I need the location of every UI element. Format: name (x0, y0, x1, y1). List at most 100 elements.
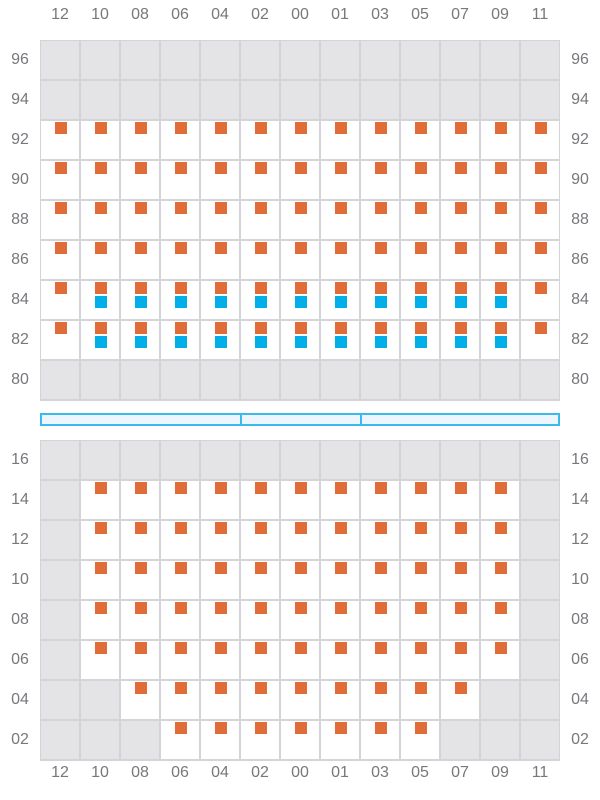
container-marker[interactable] (135, 162, 147, 174)
container-marker[interactable] (135, 602, 147, 614)
slot[interactable] (201, 161, 239, 199)
slot[interactable] (241, 721, 279, 759)
slot[interactable] (361, 481, 399, 519)
container-marker[interactable] (175, 522, 187, 534)
slot[interactable] (481, 601, 519, 639)
container-marker[interactable] (295, 162, 307, 174)
slot[interactable] (521, 241, 559, 279)
slot[interactable] (41, 201, 79, 239)
secondary-container-marker[interactable] (295, 296, 307, 308)
slot[interactable] (161, 121, 199, 159)
slot[interactable] (361, 281, 399, 319)
container-marker[interactable] (495, 122, 507, 134)
container-marker[interactable] (415, 322, 427, 334)
container-marker[interactable] (415, 482, 427, 494)
slot[interactable] (161, 321, 199, 359)
container-marker[interactable] (295, 682, 307, 694)
container-marker[interactable] (415, 682, 427, 694)
slot[interactable] (161, 601, 199, 639)
container-marker[interactable] (95, 162, 107, 174)
slot[interactable] (281, 681, 319, 719)
slot[interactable] (161, 561, 199, 599)
slot[interactable] (241, 281, 279, 319)
slot[interactable] (121, 681, 159, 719)
slot[interactable] (281, 241, 319, 279)
slot[interactable] (201, 201, 239, 239)
slot[interactable] (361, 521, 399, 559)
slot[interactable] (321, 121, 359, 159)
container-marker[interactable] (335, 322, 347, 334)
slot[interactable] (121, 321, 159, 359)
container-marker[interactable] (135, 562, 147, 574)
slot[interactable] (401, 721, 439, 759)
slot[interactable] (41, 321, 79, 359)
container-marker[interactable] (215, 322, 227, 334)
container-marker[interactable] (175, 282, 187, 294)
container-marker[interactable] (295, 322, 307, 334)
slot[interactable] (481, 241, 519, 279)
slot[interactable] (241, 161, 279, 199)
slot[interactable] (201, 641, 239, 679)
container-marker[interactable] (335, 642, 347, 654)
slot[interactable] (521, 281, 559, 319)
slot[interactable] (41, 121, 79, 159)
container-marker[interactable] (455, 282, 467, 294)
slot[interactable] (321, 721, 359, 759)
container-marker[interactable] (295, 602, 307, 614)
slot[interactable] (481, 521, 519, 559)
container-marker[interactable] (335, 522, 347, 534)
container-marker[interactable] (135, 202, 147, 214)
slot[interactable] (281, 721, 319, 759)
slot[interactable] (281, 601, 319, 639)
container-marker[interactable] (95, 522, 107, 534)
container-marker[interactable] (135, 482, 147, 494)
slot[interactable] (121, 201, 159, 239)
slot[interactable] (441, 481, 479, 519)
container-marker[interactable] (55, 202, 67, 214)
container-marker[interactable] (95, 322, 107, 334)
slot[interactable] (281, 641, 319, 679)
container-marker[interactable] (255, 562, 267, 574)
slot[interactable] (481, 561, 519, 599)
secondary-container-marker[interactable] (455, 336, 467, 348)
container-marker[interactable] (455, 322, 467, 334)
container-marker[interactable] (175, 642, 187, 654)
container-marker[interactable] (335, 602, 347, 614)
container-marker[interactable] (55, 242, 67, 254)
container-marker[interactable] (335, 282, 347, 294)
container-marker[interactable] (215, 202, 227, 214)
secondary-container-marker[interactable] (335, 336, 347, 348)
slot[interactable] (241, 681, 279, 719)
container-marker[interactable] (55, 322, 67, 334)
secondary-container-marker[interactable] (135, 296, 147, 308)
container-marker[interactable] (95, 642, 107, 654)
container-marker[interactable] (175, 722, 187, 734)
container-marker[interactable] (295, 522, 307, 534)
container-marker[interactable] (215, 522, 227, 534)
container-marker[interactable] (135, 242, 147, 254)
slot[interactable] (161, 281, 199, 319)
container-marker[interactable] (215, 562, 227, 574)
slot[interactable] (521, 161, 559, 199)
slot[interactable] (121, 601, 159, 639)
container-marker[interactable] (415, 602, 427, 614)
slot[interactable] (161, 721, 199, 759)
slot[interactable] (321, 241, 359, 279)
slot[interactable] (281, 161, 319, 199)
container-marker[interactable] (455, 482, 467, 494)
container-marker[interactable] (535, 202, 547, 214)
slot[interactable] (121, 641, 159, 679)
slot[interactable] (81, 161, 119, 199)
slot[interactable] (361, 321, 399, 359)
slot[interactable] (161, 241, 199, 279)
slot[interactable] (401, 121, 439, 159)
container-marker[interactable] (255, 602, 267, 614)
container-marker[interactable] (135, 122, 147, 134)
slot[interactable] (81, 241, 119, 279)
container-marker[interactable] (175, 162, 187, 174)
slot[interactable] (401, 681, 439, 719)
slot[interactable] (401, 161, 439, 199)
slot[interactable] (361, 241, 399, 279)
container-marker[interactable] (375, 602, 387, 614)
container-marker[interactable] (135, 522, 147, 534)
